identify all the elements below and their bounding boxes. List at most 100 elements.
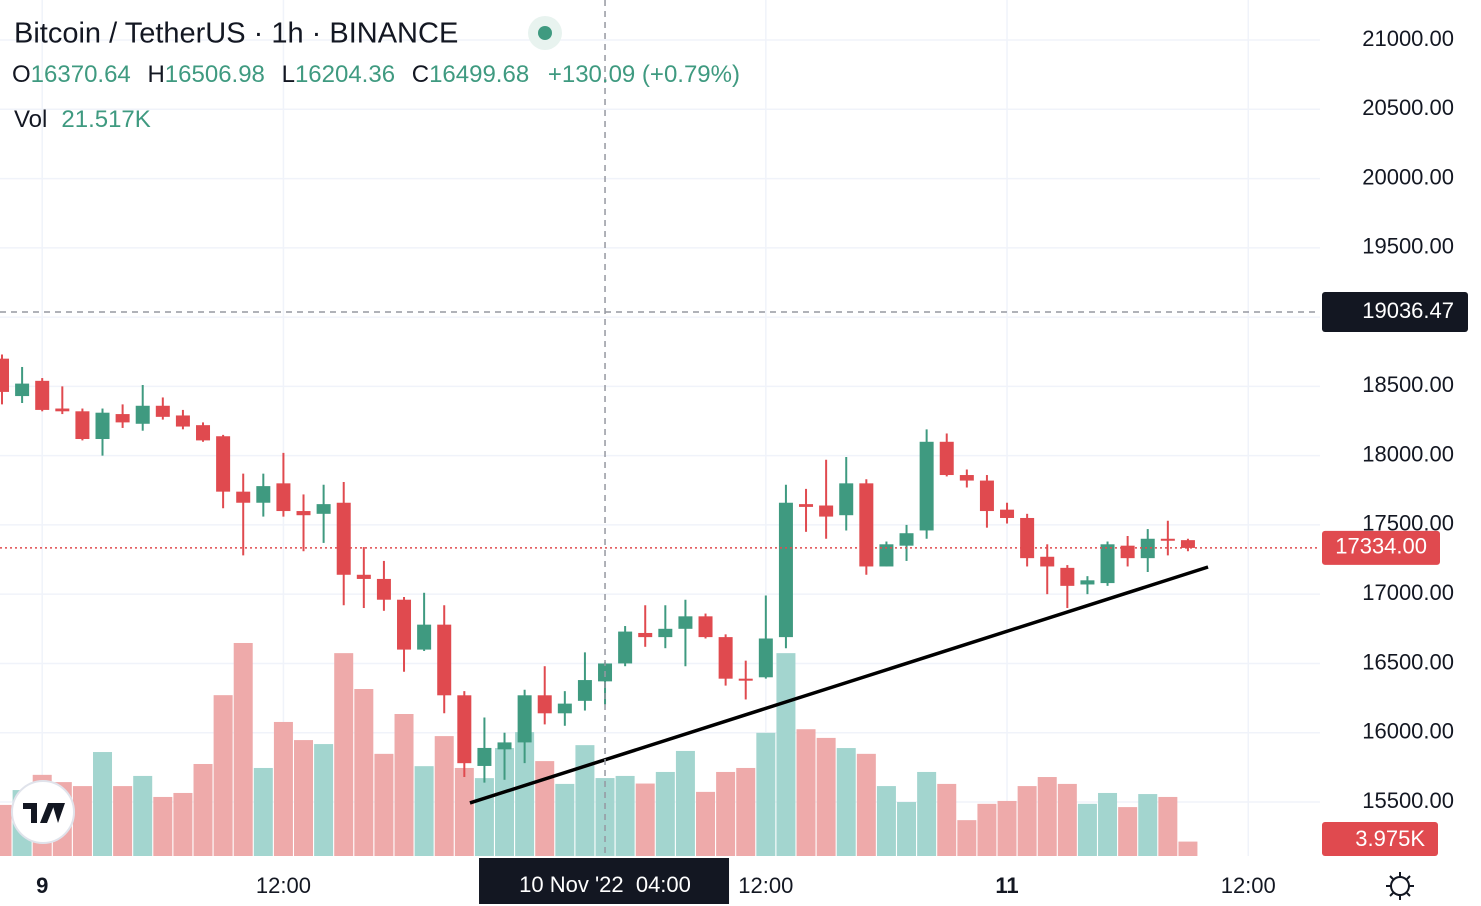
ohlc-line: O16370.64 H16506.98 L16204.36 C16499.68 …	[12, 61, 740, 88]
crosshair-time-box	[479, 858, 730, 904]
volume-bar	[897, 802, 917, 856]
volume-bar	[414, 766, 434, 856]
volume-bar	[1017, 786, 1037, 856]
y-tick-label: 16000.00	[1362, 719, 1454, 744]
logo-circle[interactable]	[11, 780, 75, 844]
volume-bar	[213, 695, 233, 856]
volume-bar	[434, 736, 454, 856]
candle-body	[1060, 567, 1075, 586]
volume-bar	[474, 778, 494, 856]
candle-body	[919, 441, 934, 531]
candle-body	[1120, 545, 1135, 559]
x-tick-label: 9	[36, 873, 48, 898]
candle-body	[35, 380, 50, 410]
candle-body	[196, 425, 211, 441]
candle-body	[1140, 538, 1155, 559]
volume-bar	[72, 786, 92, 856]
volume-pane	[0, 642, 1198, 856]
volume-bar	[917, 771, 937, 856]
vol-line: Vol 21.517K	[14, 106, 151, 133]
y-tick-label: 20000.00	[1362, 164, 1454, 189]
candle-body	[216, 436, 231, 492]
candle-body	[75, 411, 90, 440]
candle-body	[839, 483, 854, 516]
candle-body	[276, 483, 291, 512]
volume-bar	[1098, 792, 1118, 856]
candle-body	[316, 504, 331, 514]
candle-body	[336, 502, 351, 575]
volume-bar	[1037, 777, 1057, 856]
candle-body	[678, 616, 693, 629]
logo[interactable]	[11, 780, 75, 844]
candle-body	[537, 695, 552, 714]
volume-bar	[876, 786, 896, 856]
candle-body	[1000, 509, 1015, 518]
volume-bar	[696, 791, 716, 856]
candle-body	[939, 441, 954, 476]
volume-bar	[675, 750, 695, 856]
gear[interactable]	[1390, 876, 1410, 896]
h-value: 16506.98	[165, 61, 265, 88]
volume-bar	[233, 642, 253, 856]
last-price-box	[1322, 530, 1440, 565]
y-tick-label: 15500.00	[1362, 788, 1454, 813]
x-tick-label: 12:00	[738, 873, 793, 898]
volume-bar	[495, 748, 515, 856]
candles	[0, 354, 1195, 783]
y-tick-label: 17000.00	[1362, 580, 1454, 605]
volume-bar	[0, 804, 12, 856]
volume-bar	[113, 786, 133, 856]
settings[interactable]	[1386, 872, 1414, 900]
candle-body	[376, 578, 391, 600]
y-tick-label: 19500.00	[1362, 234, 1454, 259]
status-dot	[538, 26, 552, 40]
volume-bar	[756, 732, 776, 856]
volume-bar	[1077, 803, 1097, 856]
volume-bar	[1178, 841, 1198, 856]
volume-bar	[1138, 794, 1158, 856]
volume-bar	[354, 689, 374, 856]
y-tick-label: 16500.00	[1362, 649, 1454, 674]
x-tick-label: 11	[995, 873, 1018, 898]
volume-bar	[173, 792, 193, 856]
volume-bar	[796, 729, 816, 856]
o-value: 16370.64	[31, 61, 131, 88]
volume-bar	[193, 763, 213, 856]
candle-body	[15, 383, 30, 397]
candle-body	[557, 703, 572, 714]
candle-body	[437, 624, 452, 696]
candle-body	[799, 504, 814, 507]
volume-bar	[615, 775, 635, 856]
candle-body	[135, 405, 150, 424]
candle-body	[477, 747, 492, 766]
volume-bar	[314, 744, 334, 856]
volume-bar	[273, 721, 293, 856]
candle-body	[356, 574, 371, 579]
volume-bar	[535, 761, 555, 856]
trendline	[469, 565, 1209, 805]
y-tick-label: 18500.00	[1362, 372, 1454, 397]
x-tick-label: 12:00	[1221, 873, 1276, 898]
crosshair-price-box	[1322, 292, 1468, 333]
volume-bar	[575, 745, 595, 856]
candle-body	[296, 511, 311, 516]
candle-body	[879, 544, 894, 567]
candle-body	[497, 742, 512, 750]
volume-bar	[1057, 783, 1077, 856]
candle-body	[859, 483, 874, 567]
candle-body	[1160, 538, 1175, 541]
candle-body	[175, 415, 190, 427]
volume-bar	[394, 713, 414, 856]
y-tick-label: 20500.00	[1362, 95, 1454, 120]
volume-bar	[1158, 796, 1178, 856]
volume-bar	[977, 803, 997, 856]
volume-bar	[334, 653, 354, 856]
gear-teeth	[1386, 872, 1414, 900]
chart-title: Bitcoin / TetherUS · 1h · BINANCE	[14, 18, 458, 50]
logo-mark	[23, 803, 65, 823]
volume-bar	[374, 753, 394, 856]
h-label: H	[147, 61, 164, 88]
